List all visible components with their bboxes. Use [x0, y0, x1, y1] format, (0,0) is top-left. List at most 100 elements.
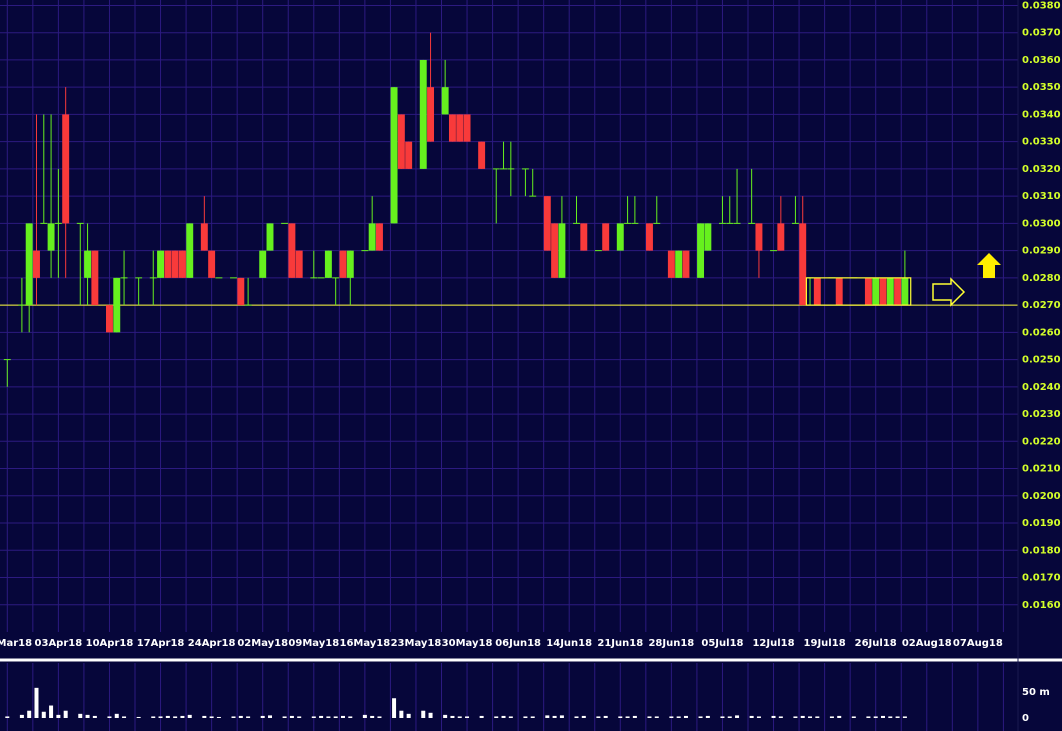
volume-bar — [49, 705, 54, 718]
y-tick-label: 0.0360 — [1022, 55, 1061, 66]
y-tick-label: 0.0220 — [1022, 436, 1061, 447]
candle-body — [872, 277, 880, 306]
candle-body — [346, 250, 354, 278]
candle-body — [361, 250, 369, 252]
y-tick-label: 0.0240 — [1022, 382, 1061, 393]
candle-body — [558, 223, 566, 278]
candle-body — [441, 87, 449, 115]
y-tick-label: 0.0230 — [1022, 409, 1061, 420]
candle-body — [397, 114, 405, 169]
volume-bar — [151, 716, 156, 718]
volume-bar — [34, 687, 39, 718]
volume-bar — [669, 716, 674, 718]
volume-bar — [800, 715, 805, 718]
volume-bar — [187, 714, 192, 718]
volume-bar — [19, 714, 24, 718]
volume-bar — [457, 716, 462, 718]
volume-bar — [136, 716, 141, 718]
candle-body — [244, 304, 252, 306]
candle-body — [54, 222, 62, 224]
volume-bar — [392, 698, 397, 718]
volume-bar — [793, 716, 798, 718]
y-tick-label: 0.0260 — [1022, 327, 1061, 338]
candle-body — [864, 277, 872, 306]
y-tick-label: 0.0210 — [1022, 464, 1061, 475]
volume-bar — [603, 715, 608, 718]
volume-bar — [545, 715, 550, 718]
candle-body — [697, 223, 705, 278]
volume-tick-label: 0 — [1022, 713, 1029, 724]
candle-body — [157, 250, 165, 278]
y-tick-label: 0.0350 — [1022, 82, 1061, 93]
volume-bar — [370, 715, 375, 718]
candle-body — [84, 250, 92, 278]
candle-body — [770, 250, 778, 252]
candle-body — [427, 87, 435, 142]
volume-bar — [209, 716, 214, 718]
candle-body — [616, 223, 624, 251]
candle-body — [171, 250, 179, 278]
x-tick-label: 28Jun18 — [648, 638, 694, 649]
candle-body — [799, 223, 807, 306]
volume-bar — [632, 715, 637, 718]
candle-body — [215, 277, 223, 279]
volume-bar — [428, 712, 433, 718]
right-arrow — [932, 277, 966, 307]
candle-body — [135, 277, 143, 279]
candle-body — [529, 195, 537, 197]
candle-body — [237, 277, 245, 306]
candle-body — [704, 223, 712, 251]
volume-bar — [326, 716, 331, 718]
candle-body — [339, 250, 347, 278]
y-tick-label: 0.0270 — [1022, 300, 1061, 311]
volume-bar — [421, 710, 426, 718]
volume-bar — [880, 715, 885, 718]
candle-body — [602, 223, 610, 251]
volume-bar — [231, 716, 236, 718]
candle-body — [259, 250, 267, 278]
volume-bar — [756, 716, 761, 718]
plot-area — [0, 32, 1018, 387]
candle-body — [390, 87, 398, 224]
candle-body — [376, 223, 383, 251]
volume-bar — [596, 716, 601, 718]
volume-bar — [654, 716, 659, 718]
up-arrow — [977, 253, 1001, 278]
candle-body — [463, 114, 471, 142]
y-tick-label: 0.0160 — [1022, 600, 1061, 611]
volume-bar — [406, 713, 411, 718]
x-tick-label: 17Apr18 — [137, 638, 185, 649]
candle-body — [507, 168, 515, 170]
volume-bar — [647, 716, 652, 718]
volume-bar — [333, 716, 338, 718]
x-tick-label: 02May18 — [237, 638, 288, 649]
volume-bar — [297, 716, 302, 718]
volume-bar — [78, 713, 83, 718]
candle-body — [25, 223, 33, 306]
x-tick-label: 23May18 — [391, 638, 442, 649]
candle-body — [835, 277, 843, 306]
y-tick-label: 0.0310 — [1022, 191, 1061, 202]
x-tick-label: 26Jul18 — [855, 638, 897, 649]
candle-body — [164, 250, 172, 278]
volume-bar — [479, 715, 484, 718]
candle-body — [675, 250, 683, 278]
volume-bar — [122, 716, 127, 718]
volume-bar — [92, 715, 97, 718]
candle-body — [76, 222, 84, 224]
volume-bar — [735, 715, 740, 718]
volume-bar — [771, 715, 776, 718]
candle-body — [573, 222, 580, 224]
candle-body — [492, 168, 500, 170]
range-box — [805, 277, 912, 306]
candle-body — [317, 277, 325, 279]
volume-bar — [158, 716, 163, 718]
candle-body — [281, 222, 289, 224]
volume-bar — [319, 715, 324, 718]
volume-bar — [289, 715, 294, 718]
candle-body — [368, 223, 376, 251]
